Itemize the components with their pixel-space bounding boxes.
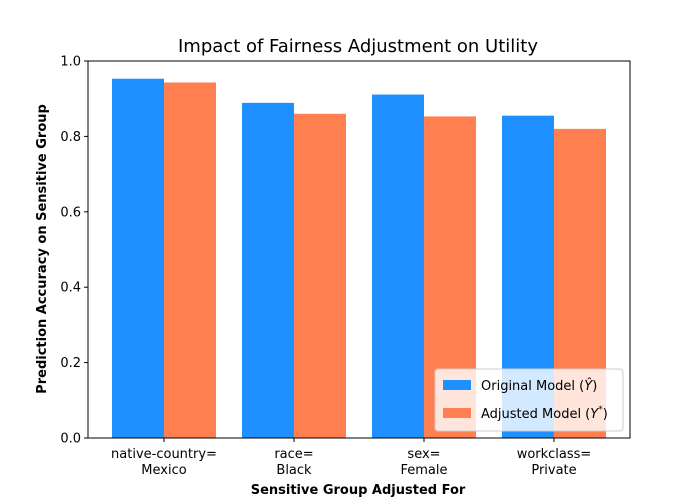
y-tick-label: 1.0 xyxy=(60,55,81,70)
y-tick-label: 0.4 xyxy=(60,281,81,296)
bar-original-2 xyxy=(372,94,424,438)
legend-label-text: Adjusted Model ( xyxy=(481,407,590,422)
legend-swatch-adjusted xyxy=(443,408,471,418)
bar-original-1 xyxy=(242,102,294,439)
bar-adjusted-1 xyxy=(294,113,346,438)
legend-label-superscript: * xyxy=(598,405,603,415)
x-tick-label: race= xyxy=(274,447,313,462)
legend-label-symbol: Y xyxy=(590,407,599,422)
chart-title: Impact of Fairness Adjustment on Utility xyxy=(178,36,538,57)
x-tick-label: sex= xyxy=(407,447,440,462)
legend-label-original: Original Model (Ŷ) xyxy=(481,378,597,394)
legend-swatch-original xyxy=(443,380,471,390)
y-tick-label: 0.8 xyxy=(60,130,81,145)
y-tick-label: 0.2 xyxy=(60,356,81,371)
plot-frame xyxy=(87,60,631,439)
legend-label-close: ) xyxy=(603,407,608,422)
y-tick-label: 0.6 xyxy=(60,205,81,220)
legend-label-adjusted: Adjusted Model (Y*) xyxy=(481,405,608,422)
legend: Original Model (Ŷ) Adjusted Model (Y*) xyxy=(434,368,624,432)
legend-frame xyxy=(434,368,624,432)
y-tick-label: 0.0 xyxy=(60,432,81,447)
x-tick-label: workclass= xyxy=(517,447,592,462)
x-axis-ticks: native-country=Mexico race=Black sex=Femal… xyxy=(111,438,591,478)
x-tick-label: Female xyxy=(400,463,447,478)
legend-label-symbol: Ŷ xyxy=(584,378,593,394)
y-axis-ticks: 0.0 0.2 0.4 0.6 0.8 1.0 xyxy=(60,55,88,447)
x-tick-label: native-country= xyxy=(111,447,217,462)
x-tick-label: Mexico xyxy=(141,463,186,478)
bar-original-0 xyxy=(112,78,164,439)
y-axis-label: Prediction Accuracy on Sensitive Group xyxy=(35,104,50,394)
legend-label-text: Original Model ( xyxy=(481,379,584,394)
x-axis-label: Sensitive Group Adjusted For xyxy=(251,483,466,498)
legend-label-close: ) xyxy=(592,379,597,394)
x-tick-label: Black xyxy=(276,463,312,478)
bar-adjusted-0 xyxy=(164,82,216,438)
x-tick-label: Private xyxy=(531,463,576,478)
